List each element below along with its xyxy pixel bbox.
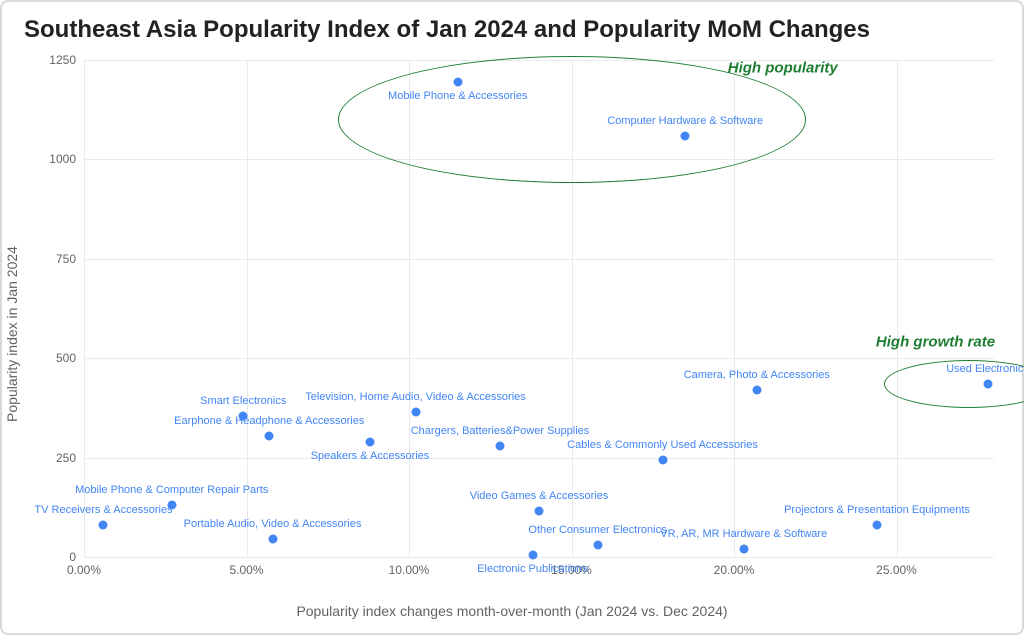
- data-point: [535, 507, 544, 516]
- data-point-label: Chargers, Batteries&Power Supplies: [411, 426, 590, 437]
- data-point: [528, 551, 537, 560]
- data-point: [752, 386, 761, 395]
- x-axis-label: Popularity index changes month-over-mont…: [296, 603, 727, 619]
- chart-area: Popularity index in Jan 2024 0.00%5.00%1…: [22, 52, 1002, 615]
- data-point-label: Camera, Photo & Accessories: [684, 370, 830, 381]
- data-point-label: Other Consumer Electronics: [528, 525, 666, 536]
- gridline-horizontal: [84, 557, 994, 558]
- data-point-label: Cables & Commonly Used Accessories: [567, 440, 758, 451]
- chart-frame: Southeast Asia Popularity Index of Jan 2…: [0, 0, 1024, 635]
- gridline-vertical: [84, 60, 85, 557]
- gridline-horizontal: [84, 358, 994, 359]
- data-point-label: Earphone & Headphone & Accessories: [174, 416, 364, 427]
- data-point-label: Used Electronics: [946, 364, 1024, 375]
- data-point: [496, 441, 505, 450]
- data-point: [739, 545, 748, 554]
- data-point-label: Computer Hardware & Software: [607, 116, 763, 127]
- y-tick-label: 500: [56, 351, 76, 365]
- data-point-label: Portable Audio, Video & Accessories: [184, 519, 362, 530]
- data-point: [593, 541, 602, 550]
- data-point: [265, 431, 274, 440]
- x-tick-label: 25.00%: [876, 563, 917, 577]
- data-point-label: Video Games & Accessories: [470, 491, 609, 502]
- data-point: [681, 131, 690, 140]
- data-point-label: VR, AR, MR Hardware & Software: [660, 529, 827, 540]
- annotation-label: High popularity: [728, 59, 838, 76]
- data-point: [411, 407, 420, 416]
- data-point: [366, 437, 375, 446]
- y-tick-label: 1000: [49, 152, 76, 166]
- data-point-label: TV Receivers & Accessories: [34, 505, 172, 516]
- x-tick-label: 20.00%: [714, 563, 755, 577]
- gridline-vertical: [897, 60, 898, 557]
- data-point-label: Speakers & Accessories: [311, 450, 430, 461]
- y-tick-label: 1250: [49, 53, 76, 67]
- gridline-horizontal: [84, 259, 994, 260]
- y-tick-label: 250: [56, 451, 76, 465]
- data-point-label: Smart Electronics: [200, 396, 286, 407]
- x-tick-label: 5.00%: [229, 563, 263, 577]
- data-point: [99, 521, 108, 530]
- x-tick-label: 10.00%: [389, 563, 430, 577]
- data-point-label: Mobile Phone & Computer Repair Parts: [75, 485, 268, 496]
- annotation-label: High growth rate: [876, 334, 995, 351]
- x-tick-label: 0.00%: [67, 563, 101, 577]
- data-point: [268, 535, 277, 544]
- data-point: [453, 77, 462, 86]
- data-point: [983, 380, 992, 389]
- data-point-label: Television, Home Audio, Video & Accessor…: [305, 392, 526, 403]
- data-point: [658, 455, 667, 464]
- y-axis-label: Popularity index in Jan 2024: [4, 246, 20, 422]
- plot-area: 0.00%5.00%10.00%15.00%20.00%25.00%025050…: [84, 60, 994, 557]
- chart-title: Southeast Asia Popularity Index of Jan 2…: [24, 16, 1002, 44]
- data-point-label: Projectors & Presentation Equipments: [784, 505, 970, 516]
- y-tick-label: 750: [56, 252, 76, 266]
- data-point: [873, 521, 882, 530]
- gridline-horizontal: [84, 458, 994, 459]
- gridline-vertical: [247, 60, 248, 557]
- data-point-label: Electronic Publications: [477, 564, 588, 575]
- y-tick-label: 0: [69, 550, 76, 564]
- data-point-label: Mobile Phone & Accessories: [388, 91, 527, 102]
